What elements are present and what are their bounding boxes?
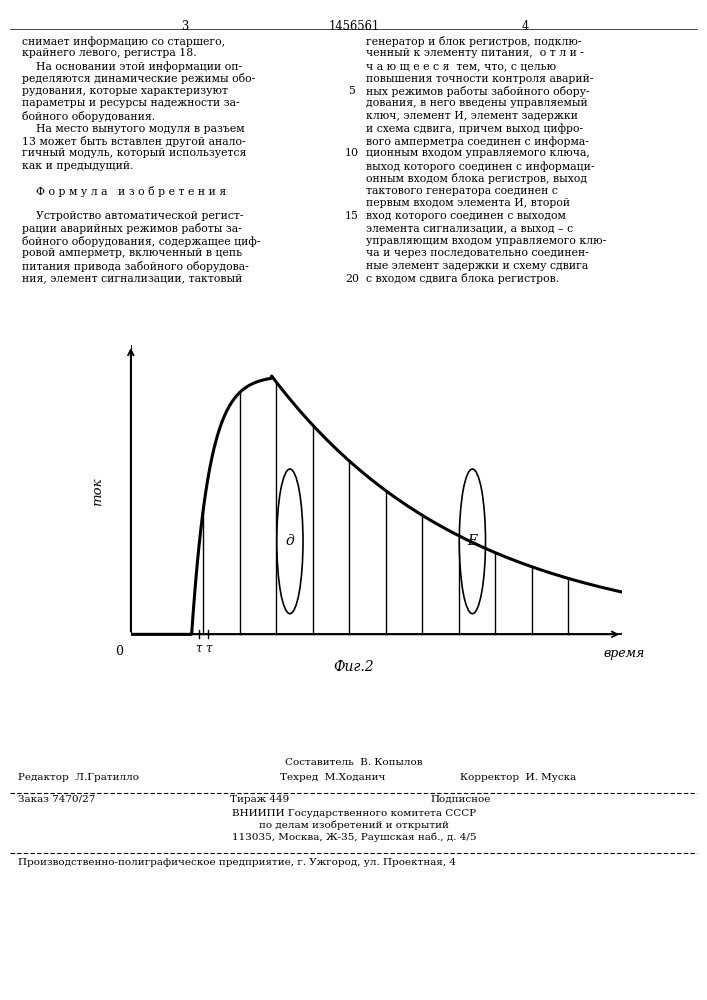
Text: по делам изобретений и открытий: по делам изобретений и открытий: [259, 820, 449, 830]
Text: На основании этой информации оп-: На основании этой информации оп-: [22, 61, 242, 72]
Text: управляющим входом управляемого клю-: управляющим входом управляемого клю-: [366, 236, 606, 246]
Text: вого амперметра соединен с информа-: вого амперметра соединен с информа-: [366, 136, 589, 147]
Text: ключ, элемент И, элемент задержки: ключ, элемент И, элемент задержки: [366, 111, 578, 121]
Text: бойного оборудования, содержащее циф-: бойного оборудования, содержащее циф-: [22, 236, 260, 247]
Text: Заказ 7470/27: Заказ 7470/27: [18, 795, 95, 804]
Text: ционным входом управляемого ключа,: ционным входом управляемого ключа,: [366, 148, 590, 158]
Text: и схема сдвига, причем выход цифро-: и схема сдвига, причем выход цифро-: [366, 123, 583, 134]
Text: дования, в него введены управляемый: дования, в него введены управляемый: [366, 99, 588, 108]
Text: выход которого соединен с информаци-: выход которого соединен с информаци-: [366, 161, 595, 172]
Text: τ: τ: [205, 642, 211, 655]
Text: крайнего левого, регистра 18.: крайнего левого, регистра 18.: [22, 48, 197, 58]
Text: генератор и блок регистров, подклю-: генератор и блок регистров, подклю-: [366, 36, 581, 47]
Text: Устройство автоматической регист-: Устройство автоматической регист-: [22, 211, 243, 221]
Text: τ: τ: [195, 642, 202, 655]
Text: 5: 5: [349, 86, 356, 96]
Text: Тираж 449: Тираж 449: [230, 795, 289, 804]
Text: первым входом элемента И, второй: первым входом элемента И, второй: [366, 198, 570, 209]
Text: тактового генератора соединен с: тактового генератора соединен с: [366, 186, 558, 196]
Text: Ф о р м у л а   и з о б р е т е н и я: Ф о р м у л а и з о б р е т е н и я: [22, 186, 226, 197]
Text: ченный к элементу питания,  о т л и -: ченный к элементу питания, о т л и -: [366, 48, 584, 58]
Text: 4: 4: [521, 20, 529, 33]
Text: с входом сдвига блока регистров.: с входом сдвига блока регистров.: [366, 273, 559, 284]
Text: Подписное: Подписное: [430, 795, 491, 804]
Text: ные элемент задержки и схему сдвига: ные элемент задержки и схему сдвига: [366, 261, 588, 271]
Text: повышения точности контроля аварий-: повышения точности контроля аварий-: [366, 74, 593, 84]
Text: 20: 20: [345, 273, 359, 284]
Text: рации аварийных режимов работы за-: рации аварийных режимов работы за-: [22, 224, 242, 234]
Text: онным входом блока регистров, выход: онным входом блока регистров, выход: [366, 174, 587, 184]
Text: ч а ю щ е е с я  тем, что, с целью: ч а ю щ е е с я тем, что, с целью: [366, 61, 556, 71]
Text: Производственно-полиграфическое предприятие, г. Ужгород, ул. Проектная, 4: Производственно-полиграфическое предприя…: [18, 858, 456, 867]
Text: бойного оборудования.: бойного оборудования.: [22, 111, 155, 122]
Text: д: д: [286, 534, 294, 548]
Text: 15: 15: [345, 211, 359, 221]
Text: На место вынутого модуля в разъем: На место вынутого модуля в разъем: [22, 123, 245, 133]
Text: элемента сигнализации, а выход – с: элемента сигнализации, а выход – с: [366, 224, 573, 233]
Text: Корректор  И. Муска: Корректор И. Муска: [460, 773, 576, 782]
Text: Редактор  Л.Гратилло: Редактор Л.Гратилло: [18, 773, 139, 782]
Text: ток: ток: [91, 478, 105, 506]
Text: ровой амперметр, включенный в цепь: ровой амперметр, включенный в цепь: [22, 248, 242, 258]
Text: ча и через последовательно соединен-: ча и через последовательно соединен-: [366, 248, 589, 258]
Text: 1456561: 1456561: [328, 20, 380, 33]
Text: ВНИИПИ Государственного комитета СССР: ВНИИПИ Государственного комитета СССР: [232, 809, 476, 818]
Text: 10: 10: [345, 148, 359, 158]
Text: как и предыдущий.: как и предыдущий.: [22, 161, 134, 171]
Text: снимает информацию со старшего,: снимает информацию со старшего,: [22, 36, 225, 47]
Circle shape: [277, 469, 303, 614]
Text: ния, элемент сигнализации, тактовый: ния, элемент сигнализации, тактовый: [22, 273, 243, 284]
Text: 113035, Москва, Ж-35, Раушская наб., д. 4/5: 113035, Москва, Ж-35, Раушская наб., д. …: [232, 832, 477, 842]
Text: Фиг.2: Фиг.2: [334, 660, 374, 674]
Text: 13 может быть вставлен другой анало-: 13 может быть вставлен другой анало-: [22, 136, 245, 147]
Text: 3: 3: [182, 20, 189, 33]
Text: ных режимов работы забойного обору-: ных режимов работы забойного обору-: [366, 86, 590, 97]
Text: питания привода забойного оборудова-: питания привода забойного оборудова-: [22, 261, 249, 272]
Text: Составитель  В. Копылов: Составитель В. Копылов: [285, 758, 423, 767]
Text: рудования, которые характеризуют: рудования, которые характеризуют: [22, 86, 228, 96]
Text: гичный модуль, который используется: гичный модуль, который используется: [22, 148, 246, 158]
Text: время: время: [604, 647, 645, 660]
Circle shape: [460, 469, 486, 614]
Text: вход которого соединен с выходом: вход которого соединен с выходом: [366, 211, 566, 221]
Text: ределяются динамические режимы обо-: ределяются динамические режимы обо-: [22, 74, 255, 85]
Text: Е: Е: [467, 534, 477, 548]
Text: параметры и ресурсы надежности за-: параметры и ресурсы надежности за-: [22, 99, 240, 108]
Text: Техред  М.Ходанич: Техред М.Ходанич: [280, 773, 385, 782]
Text: 0: 0: [115, 645, 123, 658]
